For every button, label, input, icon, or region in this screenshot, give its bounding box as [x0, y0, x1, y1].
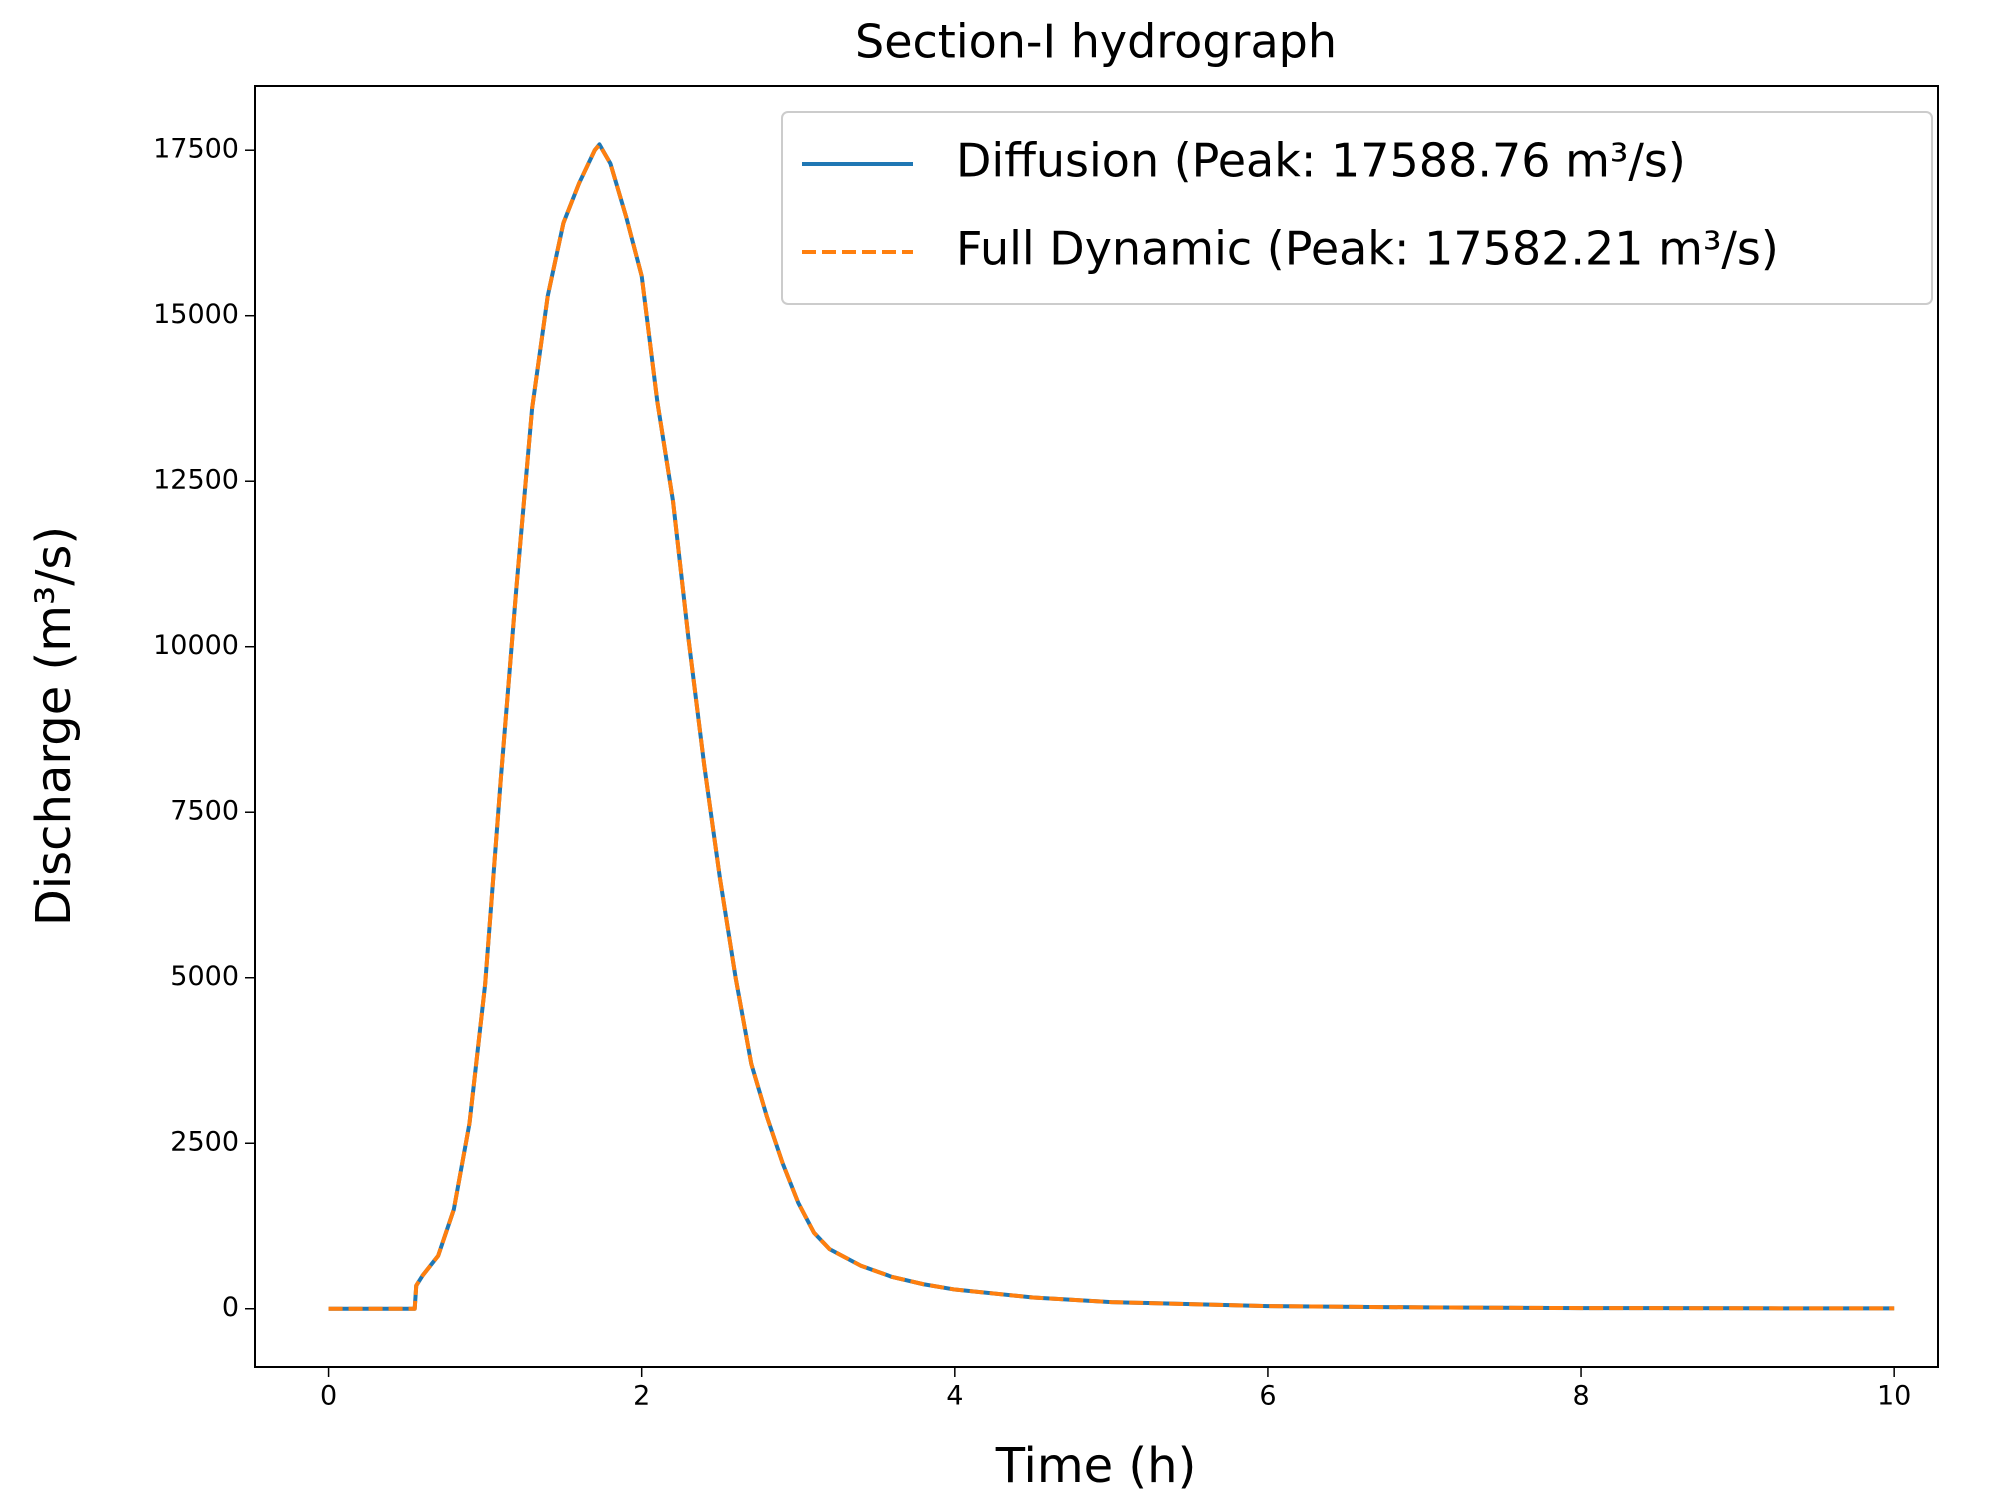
x-axis-label: Time (h)	[995, 1438, 1197, 1494]
data-line	[328, 142, 1895, 1311]
y-axis-label: Discharge (m³/s)	[26, 526, 82, 926]
y-tick-label: 7500	[170, 796, 239, 827]
y-tick-label: 5000	[170, 961, 239, 992]
y-tick-label: 15000	[153, 299, 239, 330]
chart-title: Section-I hydrograph	[855, 15, 1337, 69]
legend-label: Full Dynamic (Peak: 17582.21 m³/s)	[956, 222, 1779, 276]
x-tick-label: 8	[1572, 1381, 1589, 1412]
x-tick-label: 0	[320, 1381, 337, 1412]
legend-label: Diffusion (Peak: 17588.76 m³/s)	[956, 134, 1686, 188]
y-tick-label: 2500	[170, 1127, 239, 1158]
y-tick-label: 10000	[153, 630, 239, 661]
plot-frame	[254, 85, 1939, 1368]
y-tick-label: 0	[222, 1292, 239, 1323]
x-tick-label: 4	[946, 1381, 963, 1412]
data-line	[328, 142, 1895, 1311]
legend-box	[781, 111, 1933, 305]
x-tick-label: 2	[633, 1381, 650, 1412]
y-tick-label: 17500	[153, 134, 239, 165]
x-tick-label: 6	[1259, 1381, 1276, 1412]
y-tick-label: 12500	[153, 465, 239, 496]
x-tick-label: 10	[1877, 1381, 1911, 1412]
